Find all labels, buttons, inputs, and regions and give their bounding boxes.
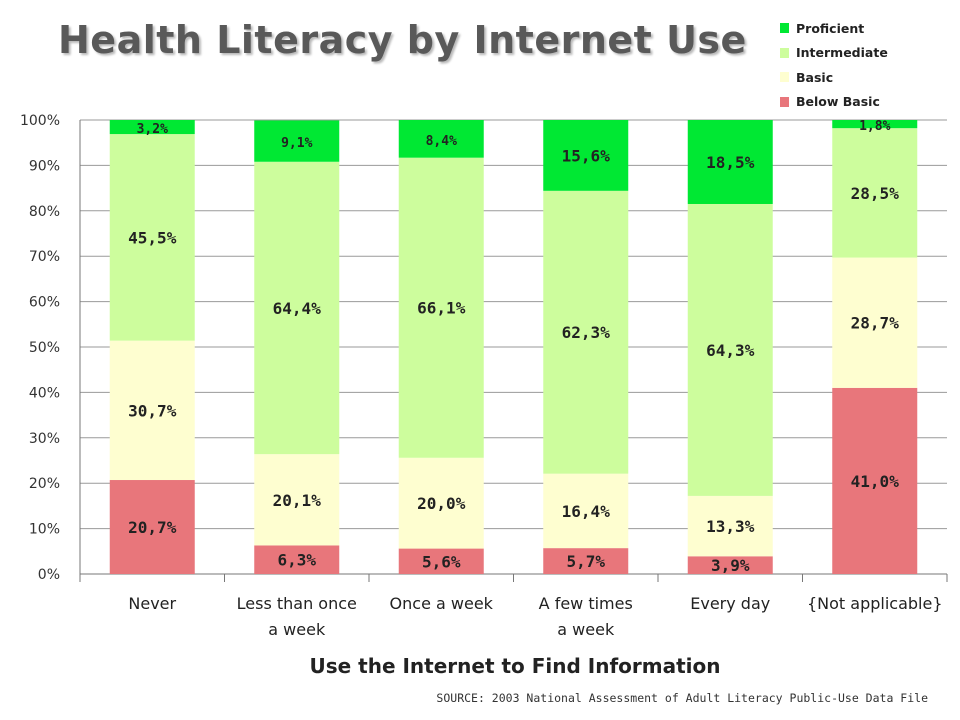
source-note: SOURCE: 2003 National Assessment of Adul… [436, 691, 928, 705]
bar-segment-basic [109, 340, 195, 481]
y-tick-label: 90% [29, 158, 60, 174]
bar-segment-proficient [832, 120, 918, 129]
data-label-below-basic: 3,9% [711, 556, 750, 575]
y-tick-label: 70% [29, 249, 60, 265]
data-label-proficient: 18,5% [706, 153, 755, 172]
legend-swatch-below-basic [780, 96, 789, 107]
bar-segment-intermediate [832, 128, 918, 258]
legend-swatch-intermediate [780, 47, 789, 58]
legend-swatch-basic [780, 72, 789, 83]
x-tick-label: Every day [690, 594, 770, 613]
data-label-intermediate: 64,4% [273, 299, 322, 318]
bar-segment-basic [254, 454, 340, 546]
y-tick-label: 20% [29, 476, 60, 492]
data-label-proficient: 3,2% [137, 122, 168, 137]
bar-segment-proficient [687, 120, 773, 204]
bar-segment-proficient [543, 120, 629, 191]
bar-segment-below-basic [109, 480, 195, 574]
data-label-intermediate: 62,3% [562, 323, 611, 342]
data-label-basic: 20,0% [417, 494, 466, 513]
bar-segment-below-basic [254, 545, 340, 574]
y-tick-label: 10% [29, 522, 60, 538]
bar-segment-proficient [398, 120, 484, 158]
bar-segment-below-basic [398, 548, 484, 574]
bar-segment-basic [832, 257, 918, 388]
legend-label-below-basic: Below Basic [796, 94, 880, 110]
data-label-proficient: 1,8% [859, 119, 890, 134]
legend-item-basic: Basic [780, 65, 888, 90]
data-label-below-basic: 6,3% [277, 551, 316, 570]
data-label-below-basic: 41,0% [851, 472, 900, 491]
y-tick-label: 100% [20, 113, 60, 129]
data-label-basic: 20,1% [273, 491, 322, 510]
x-tick-label: A few times a week [539, 594, 633, 639]
bar-segment-proficient [254, 120, 340, 162]
bar-segment-below-basic [543, 548, 629, 574]
legend-item-proficient: Proficient [780, 16, 888, 41]
y-tick-label: 50% [29, 340, 60, 356]
legend-item-below-basic: Below Basic [780, 90, 888, 115]
data-label-basic: 16,4% [562, 502, 611, 521]
y-tick-label: 60% [29, 295, 60, 311]
data-label-basic: 30,7% [128, 401, 177, 420]
bar-segment-basic [543, 473, 629, 549]
legend-label-proficient: Proficient [796, 20, 865, 36]
bar-segment-intermediate [687, 203, 773, 496]
bar-segment-intermediate [254, 161, 340, 455]
bar-segment-below-basic [832, 387, 918, 574]
bar-segment-intermediate [543, 190, 629, 474]
x-tick-label: Less than once a week [237, 594, 357, 639]
bar-segment-intermediate [109, 134, 195, 341]
data-label-proficient: 8,4% [426, 134, 457, 149]
data-label-intermediate: 66,1% [417, 299, 466, 318]
x-tick-label: Once a week [390, 594, 494, 613]
data-label-intermediate: 64,3% [706, 341, 755, 360]
data-label-proficient: 15,6% [562, 146, 611, 165]
bar-segment-proficient [109, 120, 195, 135]
y-tick-label: 30% [29, 431, 60, 447]
legend: Proficient Intermediate Basic Below Basi… [780, 16, 888, 114]
data-label-below-basic: 5,6% [422, 552, 461, 571]
data-label-proficient: 9,1% [281, 136, 312, 151]
legend-swatch-proficient [780, 23, 789, 34]
bar-segment-below-basic [687, 556, 773, 574]
data-label-basic: 13,3% [706, 517, 755, 536]
data-label-basic: 28,7% [851, 314, 900, 333]
data-label-below-basic: 20,7% [128, 518, 177, 537]
chart-title: Health Literacy by Internet Use [58, 18, 747, 62]
y-tick-label: 40% [29, 385, 60, 401]
x-axis-title: Use the Internet to Find Information [309, 654, 721, 678]
y-tick-label: 0% [38, 567, 60, 583]
bar-segment-intermediate [398, 157, 484, 458]
x-tick-label: {Not applicable} [807, 594, 943, 613]
bar-segment-basic [687, 495, 773, 557]
data-label-intermediate: 28,5% [851, 184, 900, 203]
data-label-intermediate: 45,5% [128, 228, 177, 247]
bar-segment-basic [398, 457, 484, 549]
legend-label-basic: Basic [796, 69, 834, 85]
legend-item-intermediate: Intermediate [780, 41, 888, 66]
x-tick-label: Never [128, 594, 176, 613]
legend-label-intermediate: Intermediate [796, 45, 888, 61]
data-label-below-basic: 5,7% [566, 552, 605, 571]
y-tick-label: 80% [29, 204, 60, 220]
